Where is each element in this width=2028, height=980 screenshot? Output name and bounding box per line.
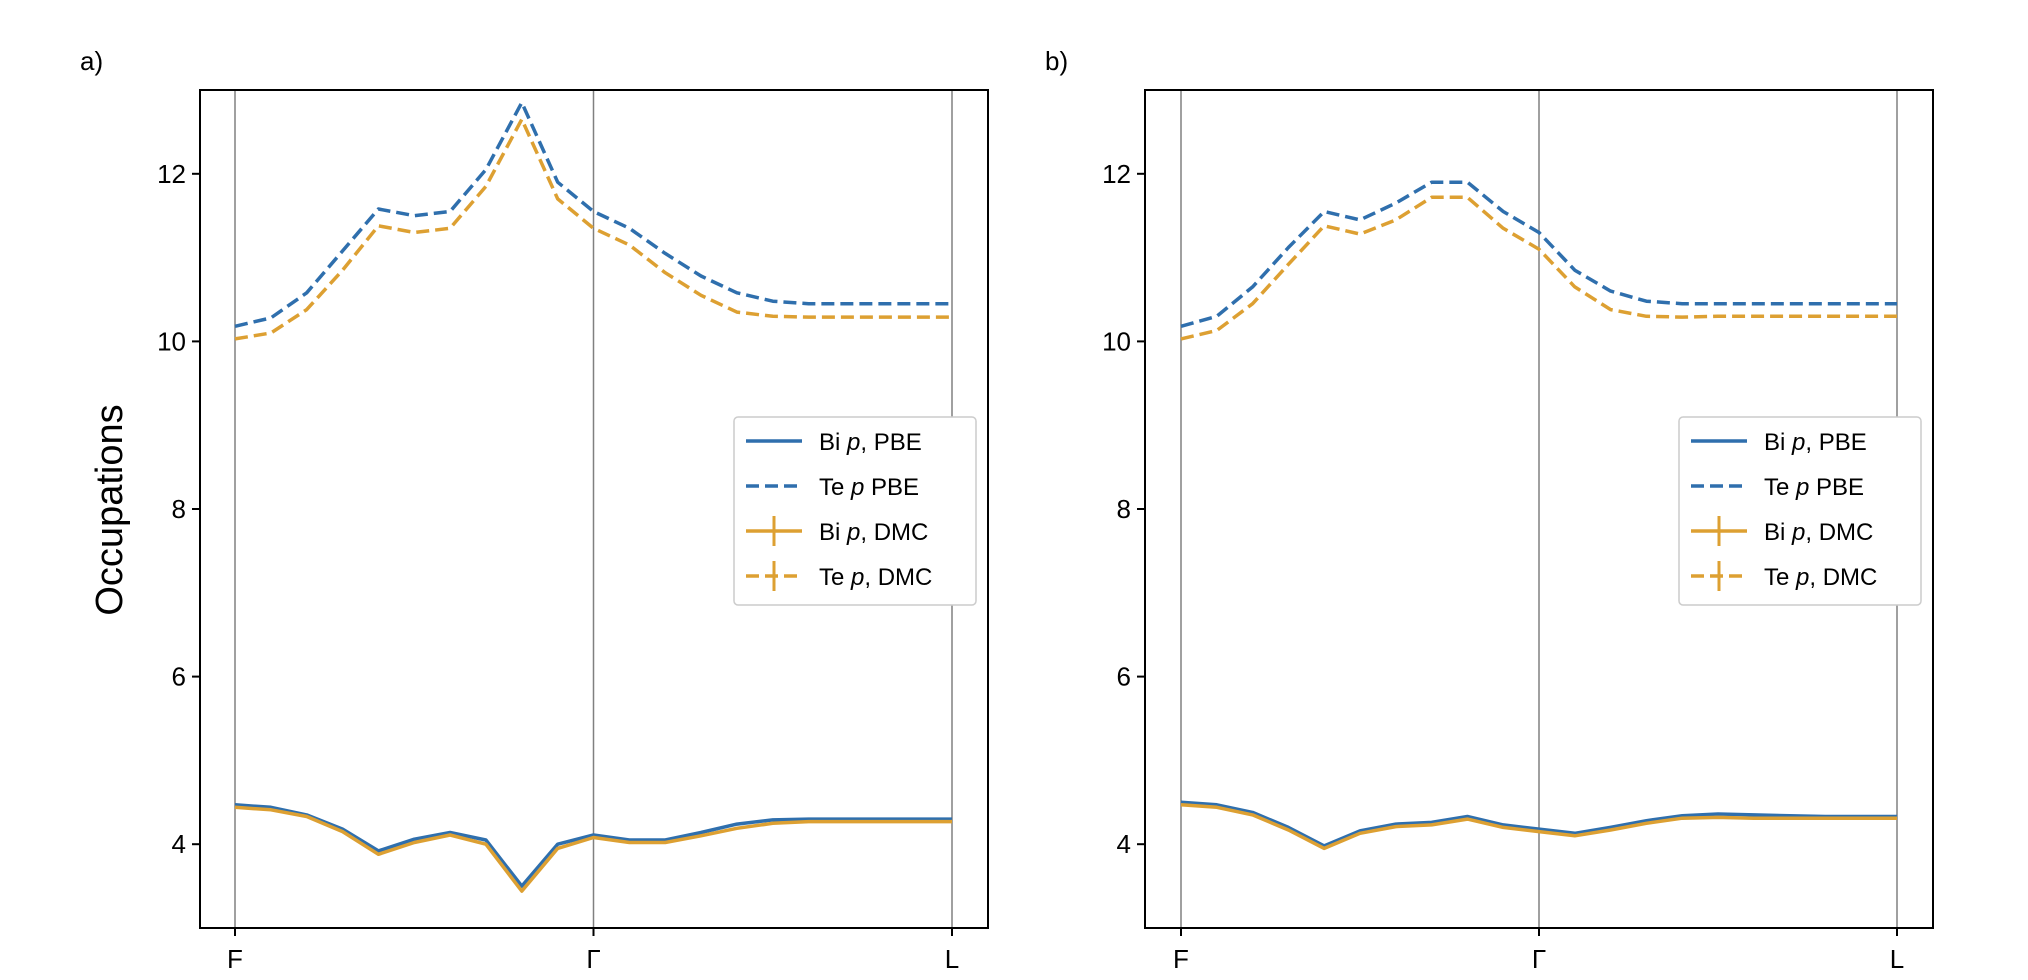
legend-label: Te p PBE bbox=[819, 474, 919, 501]
legend-box bbox=[733, 416, 977, 606]
y-tick-label: 6 bbox=[172, 662, 186, 692]
series-line-te-p-dmc bbox=[1180, 195, 1897, 341]
legend: Bi p, PBE Te p PBE Bi p, DMC Te p, DMC bbox=[1678, 416, 1922, 606]
legend-label: Bi p, PBE bbox=[819, 429, 922, 456]
x-tick-label: Γ bbox=[586, 944, 600, 974]
x-tick-label: F bbox=[227, 944, 243, 974]
series-line-bi-p-pbe bbox=[1180, 800, 1897, 848]
panel-b: b) 4 6 8 10 12 F Γ L Bi p, PBE Te p PBE Bi p, DMC T… bbox=[1045, 46, 1934, 974]
y-tick-label: 12 bbox=[1102, 159, 1131, 189]
panel-a-label: a) bbox=[80, 46, 103, 76]
x-tick-label: Γ bbox=[1532, 944, 1546, 974]
series-line-bi-p-pbe bbox=[234, 803, 952, 888]
legend-label: Te p PBE bbox=[1764, 474, 1864, 501]
series-line-te-p-pbe bbox=[1180, 180, 1897, 328]
x-tick-label: L bbox=[945, 944, 959, 974]
panel-b-label: b) bbox=[1045, 46, 1068, 76]
series-line-te-p-pbe bbox=[234, 100, 952, 329]
legend-label: Bi p, DMC bbox=[1764, 519, 1873, 546]
y-tick-label: 8 bbox=[172, 494, 186, 524]
series-line-te-p-dmc bbox=[234, 117, 952, 341]
series-line-bi-p-dmc bbox=[234, 805, 952, 893]
y-axis-label: Occupations bbox=[89, 404, 131, 615]
y-tick-label: 10 bbox=[157, 326, 186, 356]
y-tick-label: 8 bbox=[1117, 494, 1131, 524]
x-tick-label: F bbox=[1173, 944, 1189, 974]
y-tick-label: 12 bbox=[157, 159, 186, 189]
series-line-bi-p-dmc bbox=[1180, 803, 1897, 851]
y-tick-label: 10 bbox=[1102, 326, 1131, 356]
y-tick-label: 4 bbox=[1117, 829, 1131, 859]
legend-label: Te p, DMC bbox=[1764, 564, 1877, 591]
plot-area-a: 4 6 8 10 12 F Γ L Bi p, PBE Te p PBE Bi p, DMC Te p… bbox=[157, 89, 989, 974]
plot-area-b: 4 6 8 10 12 F Γ L Bi p, PBE Te p PBE Bi p, DMC Te p… bbox=[1102, 89, 1934, 974]
legend: Bi p, PBE Te p PBE Bi p, DMC Te p, DMC bbox=[733, 416, 977, 606]
x-tick-label: L bbox=[1890, 944, 1904, 974]
y-tick-label: 6 bbox=[1117, 662, 1131, 692]
legend-box bbox=[1678, 416, 1922, 606]
legend-label: Bi p, PBE bbox=[1764, 429, 1867, 456]
y-tick-label: 4 bbox=[172, 829, 186, 859]
legend-label: Bi p, DMC bbox=[819, 519, 928, 546]
panel-a: a) Occupations 4 6 8 10 12 F Γ L Bi p, PBE Te p P… bbox=[80, 46, 989, 974]
legend-label: Te p, DMC bbox=[819, 564, 932, 591]
